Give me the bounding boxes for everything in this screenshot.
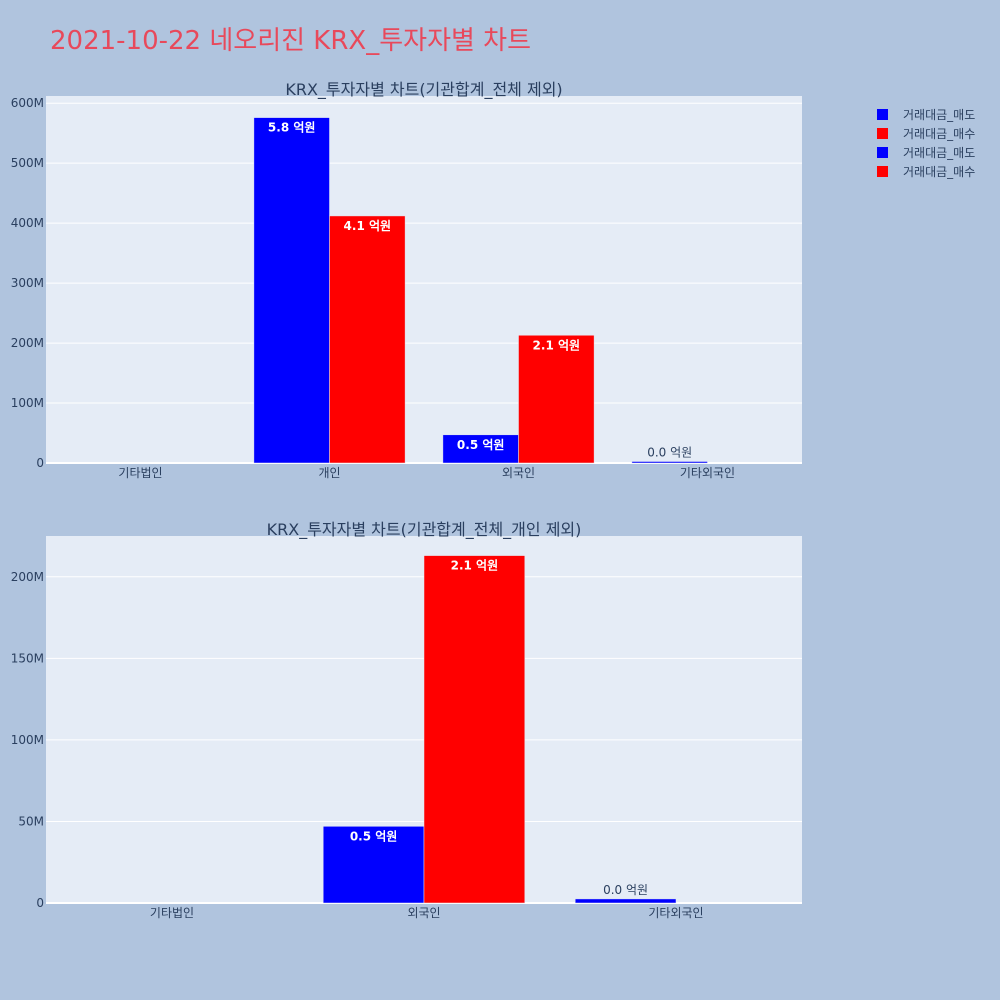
- legend-swatch-2: [877, 128, 888, 139]
- bar-1-기타외국인-거래대금_매도: [631, 461, 708, 464]
- data-label: 4.1 억원: [344, 219, 392, 233]
- page-title: 2021-10-22 네오리진 KRX_투자자별 차트: [50, 26, 531, 56]
- y-tick-label: 300M: [11, 276, 44, 290]
- y-tick-label: 400M: [11, 216, 44, 230]
- y-tick-label: 100M: [11, 396, 44, 410]
- legend-label-3: 거래대금_매도: [903, 146, 975, 160]
- legend-label-1: 거래대금_매도: [903, 108, 975, 122]
- x-tick-label: 개인: [318, 466, 340, 480]
- data-label: 0.0 억원: [603, 883, 648, 897]
- bar-2-기타외국인-거래대금_매도: [574, 898, 677, 904]
- y-tick-label: 100M: [11, 733, 44, 747]
- bar-1-개인-거래대금_매수: [329, 215, 406, 464]
- x-tick-label: 기타외국인: [648, 906, 703, 920]
- y-tick-label: 50M: [18, 814, 44, 828]
- chart-panel-1: KRX_투자자별 차트(기관합계_전체 제외) 0 100M 200M 300M 400M…: [11, 80, 802, 480]
- data-label: 2.1 억원: [451, 559, 499, 573]
- data-label: 2.1 억원: [533, 338, 581, 352]
- bar-1-외국인-거래대금_매수: [518, 335, 595, 464]
- chart-title-1: KRX_투자자별 차트(기관합계_전체 제외): [285, 80, 562, 100]
- y-tick-label: 0: [36, 456, 44, 470]
- bar-1-외국인-거래대금_매도: [442, 434, 519, 464]
- x-tick-label: 외국인: [407, 906, 440, 920]
- plot-area-1: [46, 96, 802, 463]
- legend-swatch-3: [877, 147, 888, 158]
- x-tick-label: 기타법인: [150, 906, 194, 920]
- data-label: 5.8 억원: [268, 121, 316, 135]
- y-tick-label: 0: [36, 896, 44, 910]
- legend-label-4: 거래대금_매수: [903, 165, 975, 179]
- legend-swatch-1: [877, 109, 888, 120]
- legend-label-2: 거래대금_매수: [903, 127, 975, 141]
- y-tick-label: 200M: [11, 570, 44, 584]
- data-label: 0.5 억원: [457, 438, 505, 452]
- legend-swatch-4: [877, 166, 888, 177]
- chart-title-2: KRX_투자자별 차트(기관합계_전체_개인 제외): [267, 520, 582, 540]
- y-tick-label: 200M: [11, 336, 44, 350]
- bar-2-외국인-거래대금_매도: [322, 826, 425, 904]
- y-tick-label: 500M: [11, 156, 44, 170]
- x-tick-label: 기타외국인: [680, 466, 735, 480]
- chart-panel-2: KRX_투자자별 차트(기관합계_전체_개인 제외) 0 50M 100M 150M 20…: [11, 520, 802, 920]
- data-label: 0.0 억원: [647, 446, 692, 460]
- x-tick-label: 기타법인: [118, 466, 162, 480]
- bar-2-외국인-거래대금_매수: [423, 555, 526, 904]
- data-label: 0.5 억원: [350, 829, 398, 843]
- y-tick-label: 150M: [11, 651, 44, 665]
- y-tick-label: 600M: [11, 96, 44, 110]
- x-tick-label: 외국인: [502, 466, 535, 480]
- bar-1-개인-거래대금_매도: [253, 117, 330, 464]
